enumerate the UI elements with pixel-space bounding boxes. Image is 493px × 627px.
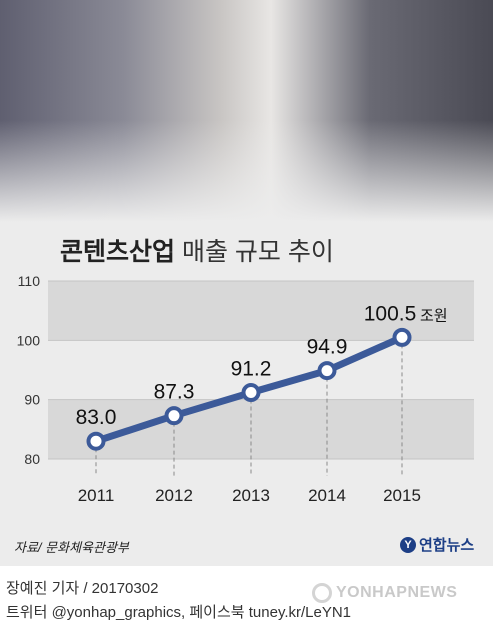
photo-fade	[0, 120, 493, 222]
data-label: 100.5	[364, 302, 417, 325]
yonhap-logo: Y 연합뉴스	[400, 534, 474, 555]
x-tick-label: 2012	[155, 486, 193, 505]
y-tick-label: 80	[24, 451, 40, 467]
data-point	[86, 431, 106, 451]
infographic-card: 콘텐츠산업 매출 규모 추이 80 90 100 110 2011 2012 2013 201…	[0, 0, 493, 566]
watermark-text: YONHAPNEWS	[336, 584, 458, 601]
x-tick-label: 2014	[308, 486, 346, 505]
x-tick-label: 2013	[232, 486, 270, 505]
data-point	[164, 406, 184, 426]
y-tick-label: 90	[24, 392, 40, 408]
header-photo	[0, 0, 493, 222]
data-label: 94.9	[307, 336, 348, 359]
watermark: YONHAPNEWS	[312, 583, 457, 603]
y-tick-label: 100	[17, 332, 41, 348]
grid-band	[48, 399, 474, 459]
line-chart: 80 90 100 110 2011 2012 2013 2014 2015 83.0 87.3 91…	[17, 273, 474, 505]
credit-line: 장예진 기자 / 20170302	[6, 580, 159, 597]
unit-label: 조원	[420, 307, 448, 324]
yonhap-logo-text: 연합뉴스	[419, 537, 475, 554]
source-note: 자료/ 문화체육관광부	[14, 540, 129, 555]
chart-title-rest: 매출 규모 추이	[175, 238, 334, 266]
chart-title: 콘텐츠산업 매출 규모 추이	[60, 232, 334, 266]
data-label: 87.3	[154, 381, 195, 404]
watermark-ring-icon	[312, 583, 332, 603]
data-point	[392, 327, 412, 347]
x-tick-label: 2015	[383, 486, 421, 505]
data-point	[241, 383, 261, 403]
x-tick-label: 2011	[78, 486, 115, 505]
data-point	[317, 361, 337, 381]
chart-title-bold: 콘텐츠산업	[60, 238, 176, 266]
data-label: 91.2	[231, 358, 272, 381]
y-tick-label: 110	[18, 273, 41, 289]
yonhap-logo-icon: Y	[400, 536, 416, 553]
data-label: 83.0	[76, 406, 117, 429]
social-line: 트위터 @yonhap_graphics, 페이스북 tuney.kr/LeYN…	[6, 604, 352, 621]
